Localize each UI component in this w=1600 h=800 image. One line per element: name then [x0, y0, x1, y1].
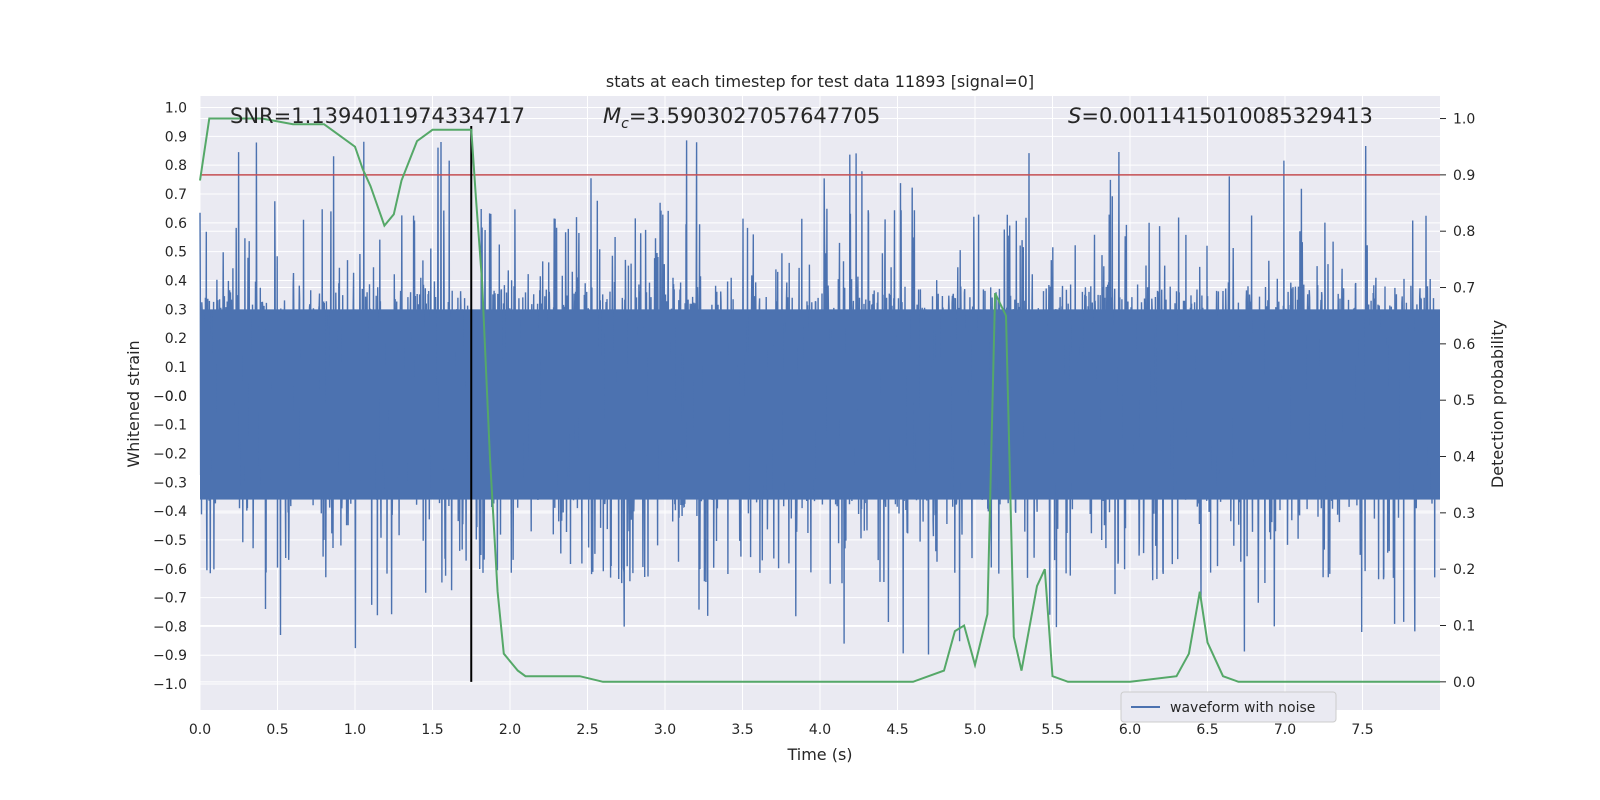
- x-axis-ticks: 0.0 0.5 1.0 1.5 2.0 2.5 3.0 3.5 4.0 4.5 5.0 5.5 6.0 6…: [189, 722, 1374, 738]
- waveform-series: [199, 140, 1440, 655]
- x-tick-label: 1.0: [344, 722, 366, 738]
- left-y-tick-label: 0.7: [165, 187, 187, 203]
- left-y-tick-label: −0.0: [153, 389, 187, 405]
- left-y-tick-label: −0.3: [153, 475, 187, 491]
- left-y-tick-label: −0.9: [153, 648, 187, 664]
- x-tick-label: 0.5: [266, 722, 288, 738]
- legend-label: waveform with noise: [1170, 700, 1315, 716]
- left-y-tick-label: 0.4: [165, 273, 187, 289]
- chirp-mass-annotation: Mc=3.5903027057647705: [603, 104, 880, 132]
- left-y-axis-ticks: 1.0 0.9 0.8 0.7 0.6 0.5 0.4 0.3 0.2 0.1 0.0−0.0 −0.…: [153, 101, 187, 694]
- right-y-tick-label: 0.5: [1453, 393, 1475, 409]
- x-tick-label: 0.0: [189, 722, 211, 738]
- left-y-tick-label: −0.5: [153, 533, 187, 549]
- waveform-trace: [199, 140, 1436, 655]
- x-tick-label: 7.5: [1351, 722, 1373, 738]
- right-y-tick-label: 0.9: [1453, 168, 1475, 184]
- right-y-axis-label: Detection probability: [1488, 320, 1507, 488]
- x-axis-label: Time (s): [786, 745, 852, 764]
- x-tick-label: 5.0: [964, 722, 986, 738]
- left-y-tick-label: 0.3: [165, 302, 187, 318]
- left-y-tick-label: 0.9: [165, 129, 187, 145]
- x-tick-label: 2.5: [576, 722, 598, 738]
- left-y-tick-label: 0.2: [165, 331, 187, 347]
- left-y-tick-label: −0.7: [153, 591, 187, 607]
- right-y-tick-label: 0.3: [1453, 506, 1475, 522]
- right-y-tick-label: 1.0: [1453, 112, 1475, 128]
- left-y-tick-label: 0.6: [165, 216, 187, 232]
- x-tick-label: 1.5: [421, 722, 443, 738]
- left-y-tick-label: 1.0: [165, 101, 187, 117]
- x-tick-label: 5.5: [1041, 722, 1063, 738]
- left-y-tick-label: −0.8: [153, 619, 187, 635]
- right-y-tick-label: 0.0: [1453, 675, 1475, 691]
- left-y-tick-label: −0.1: [153, 418, 187, 434]
- right-y-tick-label: 0.6: [1453, 337, 1475, 353]
- legend-box: [1120, 691, 1337, 723]
- left-y-tick-label: 0.5: [165, 245, 187, 261]
- x-tick-label: 6.0: [1119, 722, 1141, 738]
- probability-line: [199, 117, 1440, 683]
- x-tick-label: 4.5: [886, 722, 908, 738]
- x-tick-label: 7.0: [1274, 722, 1296, 738]
- x-tick-label: 6.5: [1196, 722, 1218, 738]
- right-y-tick-label: 0.7: [1453, 281, 1475, 297]
- left-y-tick-label: −0.2: [153, 446, 187, 462]
- left-y-axis-label: Whitened strain: [124, 340, 143, 467]
- snr-annotation: SNR=1.1394011974334717: [230, 104, 525, 128]
- right-y-tick-label: 0.2: [1453, 562, 1475, 578]
- left-y-tick-label: −1.0: [153, 677, 187, 693]
- chart-title: stats at each timestep for test data 118…: [606, 72, 1034, 91]
- right-y-tick-label: 0.8: [1453, 224, 1475, 240]
- left-y-tick-label: −0.6: [153, 562, 187, 578]
- left-y-tick-label: 0.0: [165, 389, 187, 405]
- left-y-tick-label: 0.1: [165, 360, 187, 376]
- x-tick-label: 4.0: [809, 722, 831, 738]
- significance-annotation: S=0.0011415010085329413: [1068, 104, 1373, 128]
- right-y-tick-label: 0.1: [1453, 619, 1475, 635]
- detection-probability-series: [199, 117, 1441, 683]
- right-y-tick-label: 0.4: [1453, 450, 1475, 466]
- left-y-tick-label: −0.4: [153, 504, 187, 520]
- x-tick-label: 3.0: [654, 722, 676, 738]
- right-y-axis-ticks: 1.0 0.9 0.8 0.7 0.6 0.5 0.4 0.3 0.2 0.1 0.0: [1440, 112, 1475, 691]
- left-y-tick-label: 0.8: [165, 158, 187, 174]
- legend: waveform with noise: [1120, 691, 1337, 723]
- x-tick-label: 2.0: [499, 722, 521, 738]
- x-tick-label: 3.5: [731, 722, 753, 738]
